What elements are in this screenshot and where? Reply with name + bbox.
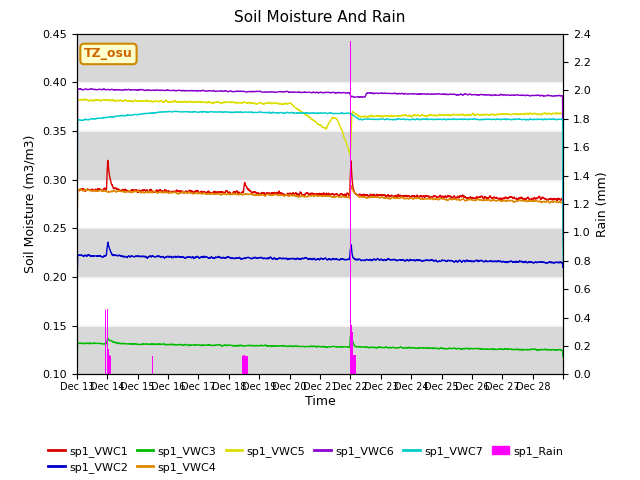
Y-axis label: Soil Moisture (m3/m3): Soil Moisture (m3/m3): [24, 135, 36, 273]
Bar: [77, 228, 563, 277]
Bar: [351, 332, 353, 374]
Bar: [246, 356, 248, 374]
Bar: [243, 355, 244, 374]
Bar: [77, 131, 563, 180]
Bar: [355, 355, 356, 374]
Bar: [351, 324, 352, 374]
Y-axis label: Rain (mm): Rain (mm): [596, 171, 609, 237]
Bar: [242, 356, 243, 374]
Bar: [350, 41, 351, 374]
Text: TZ_osu: TZ_osu: [84, 48, 133, 60]
Bar: [354, 356, 355, 374]
Bar: [107, 309, 108, 374]
Bar: [353, 355, 354, 374]
Title: Soil Moisture And Rain: Soil Moisture And Rain: [234, 11, 406, 25]
Bar: [105, 311, 106, 374]
Bar: [152, 356, 154, 374]
Bar: [109, 355, 110, 374]
X-axis label: Time: Time: [305, 395, 335, 408]
Bar: [110, 356, 111, 374]
Bar: [108, 349, 109, 374]
Bar: [77, 326, 563, 374]
Bar: [77, 34, 563, 82]
Bar: [245, 356, 246, 374]
Legend: sp1_VWC1, sp1_VWC2, sp1_VWC3, sp1_VWC4, sp1_VWC5, sp1_VWC6, sp1_VWC7, sp1_Rain: sp1_VWC1, sp1_VWC2, sp1_VWC3, sp1_VWC4, …: [44, 441, 568, 478]
